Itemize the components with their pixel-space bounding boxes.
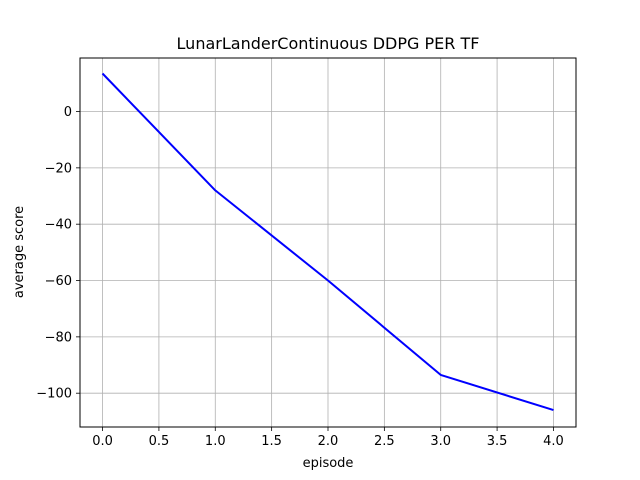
x-tick-label: 0.5: [149, 434, 170, 449]
y-tick-label: −40: [45, 218, 72, 233]
y-axis-label: average score: [12, 206, 27, 298]
grid: [80, 58, 576, 427]
y-tick-label: −80: [45, 330, 72, 345]
series-layer: [101, 72, 554, 412]
chart-title: LunarLanderContinuous DDPG PER TF: [177, 34, 480, 53]
x-tick-label: 3.5: [487, 434, 508, 449]
x-tick-label: 3.0: [430, 434, 451, 449]
series-line: [101, 72, 554, 412]
x-tick-label: 1.0: [205, 434, 226, 449]
x-tick-label: 2.0: [318, 434, 339, 449]
y-tick-label: −60: [45, 274, 72, 289]
y-ticks: 0 −20 −40 −60 −80 −100: [36, 105, 80, 402]
y-tick-label: −100: [36, 387, 72, 402]
x-tick-label: 1.5: [261, 434, 282, 449]
x-tick-label: 2.5: [374, 434, 395, 449]
y-tick-label: 0: [64, 105, 72, 120]
x-ticks: 0.0 0.5 1.0 1.5 2.0 2.5 3.0 3.5 4.0: [92, 427, 564, 449]
x-tick-label: 4.0: [543, 434, 564, 449]
y-tick-label: −20: [45, 161, 72, 176]
x-tick-label: 0.0: [92, 434, 113, 449]
x-axis-label: episode: [303, 456, 354, 471]
